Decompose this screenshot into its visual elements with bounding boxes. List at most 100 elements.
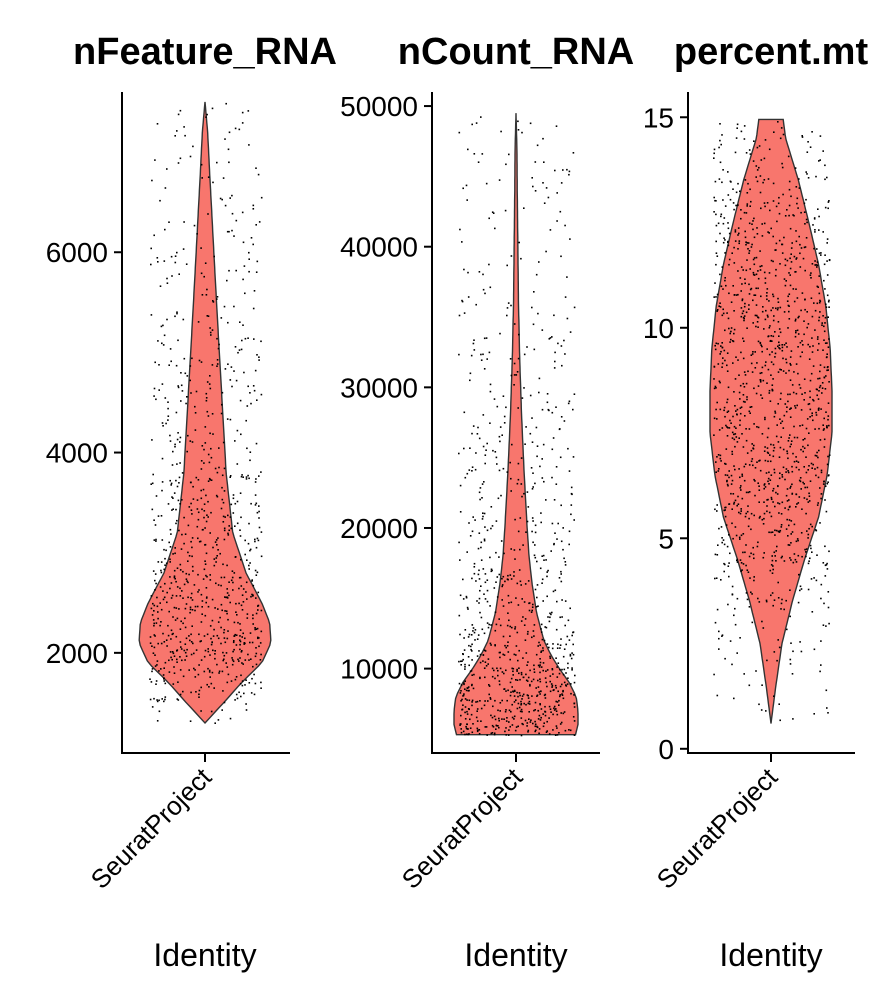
data-point	[768, 148, 771, 151]
data-point	[488, 217, 490, 220]
data-point	[573, 519, 575, 521]
data-point	[819, 522, 821, 524]
data-point	[255, 597, 257, 599]
data-point	[540, 708, 543, 710]
data-point	[501, 584, 504, 586]
data-point	[747, 182, 749, 185]
data-point	[546, 575, 548, 578]
data-point	[772, 363, 775, 366]
data-point	[540, 512, 542, 514]
data-point	[239, 648, 241, 651]
data-point	[822, 483, 825, 485]
data-point	[539, 664, 541, 666]
data-point	[531, 177, 533, 179]
x-tick-label: SeuratProject	[85, 761, 218, 894]
data-point	[525, 673, 527, 676]
data-point	[192, 485, 194, 488]
data-point	[182, 248, 185, 250]
data-point	[183, 357, 186, 360]
data-point	[774, 356, 776, 358]
data-point	[810, 578, 813, 580]
data-point	[772, 295, 775, 298]
data-point	[466, 606, 469, 609]
data-point	[717, 342, 719, 345]
data-point	[780, 392, 782, 395]
data-point	[545, 499, 547, 501]
data-point	[234, 525, 236, 527]
data-point	[824, 164, 826, 167]
data-point	[150, 314, 153, 316]
data-point	[537, 312, 539, 315]
data-point	[490, 624, 492, 626]
data-point	[222, 501, 225, 504]
data-point	[560, 255, 562, 258]
data-point	[503, 415, 506, 418]
data-point	[753, 387, 755, 390]
data-point	[207, 176, 210, 178]
data-point	[201, 600, 204, 602]
data-point	[786, 300, 789, 302]
data-point	[210, 637, 212, 640]
data-point	[163, 641, 166, 643]
data-point	[522, 544, 524, 546]
data-point	[757, 287, 759, 290]
data-point	[553, 499, 556, 501]
data-point	[713, 387, 716, 390]
data-point	[180, 648, 183, 650]
data-point	[828, 622, 830, 625]
data-point	[770, 496, 773, 499]
data-point	[157, 261, 159, 263]
data-point	[174, 577, 176, 580]
data-point	[480, 616, 483, 619]
data-point	[239, 629, 242, 631]
data-point	[734, 445, 736, 448]
data-point	[530, 719, 532, 721]
data-point	[203, 655, 206, 658]
data-point	[538, 641, 540, 644]
data-point	[799, 266, 802, 268]
data-point	[559, 695, 561, 698]
data-point	[164, 557, 166, 560]
data-point	[532, 722, 534, 725]
data-point	[498, 726, 500, 729]
data-point	[489, 556, 491, 559]
data-point	[210, 334, 212, 336]
data-point	[771, 388, 773, 391]
data-point	[210, 511, 212, 514]
data-point	[734, 468, 736, 471]
data-point	[481, 628, 484, 631]
data-point	[768, 300, 770, 302]
data-point	[200, 460, 203, 462]
data-point	[209, 654, 211, 656]
data-point	[770, 443, 772, 446]
data-point	[766, 298, 768, 301]
data-point	[747, 571, 750, 573]
data-point	[811, 414, 813, 417]
data-point	[813, 577, 815, 579]
data-point	[748, 283, 750, 286]
data-point	[244, 659, 247, 661]
data-point	[247, 110, 250, 112]
data-point	[491, 675, 494, 678]
data-point	[784, 258, 787, 261]
data-point	[770, 515, 773, 518]
data-point	[488, 685, 491, 687]
data-point	[560, 416, 563, 418]
data-point	[153, 395, 155, 397]
data-point	[512, 691, 515, 693]
data-point	[826, 562, 828, 565]
data-point	[184, 659, 186, 661]
data-point	[718, 648, 720, 650]
data-point	[473, 572, 476, 575]
data-point	[260, 393, 263, 396]
data-point	[734, 405, 736, 407]
data-point	[799, 341, 802, 344]
data-point	[172, 616, 174, 618]
data-point	[554, 351, 556, 354]
data-point	[823, 263, 826, 266]
data-point	[252, 204, 255, 207]
data-point	[497, 709, 499, 712]
data-point	[467, 728, 469, 730]
data-point	[182, 570, 184, 573]
data-point	[486, 734, 488, 736]
